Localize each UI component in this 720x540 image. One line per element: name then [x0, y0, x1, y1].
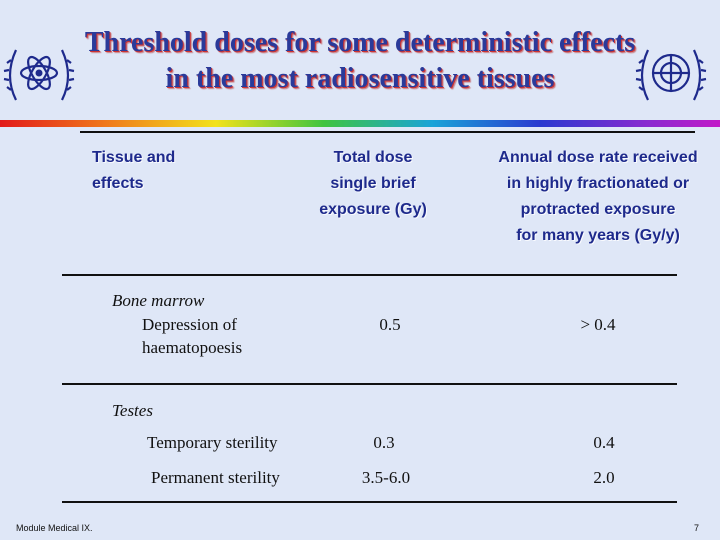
table-top-rule — [80, 131, 695, 133]
un-logo-icon — [635, 49, 707, 101]
group-divider-rule — [62, 383, 677, 385]
iaea-logo-icon — [3, 49, 75, 101]
total-dose-bone-marrow: 0.5 — [379, 315, 401, 334]
annual-rate-permanent-sterility: 2.0 — [593, 468, 615, 487]
footer-page-number: 7 — [694, 523, 700, 533]
header-annual-rate: Annual dose rate received in highly frac… — [498, 149, 698, 244]
annual-rate-temporary-sterility: 0.4 — [593, 433, 615, 452]
rainbow-divider — [0, 120, 720, 127]
page-title-line1: Threshold doses for some deterministic e… — [84, 27, 636, 58]
total-dose-temporary-sterility: 0.3 — [373, 433, 395, 452]
effect-temporary-sterility: Temporary sterility — [147, 433, 278, 452]
annual-rate-bone-marrow: > 0.4 — [580, 315, 616, 334]
group-name-bone-marrow: Bone marrow — [112, 291, 205, 310]
total-dose-permanent-sterility: 3.5-6.0 — [361, 468, 411, 487]
header-total-dose: Total dose single brief exposure (Gy) — [319, 149, 427, 218]
header-tissue: Tissue and effects — [92, 149, 176, 192]
table-bottom-rule — [62, 501, 677, 503]
effect-depression-line2: haematopoesis — [142, 338, 243, 357]
header-bottom-rule — [62, 274, 677, 276]
effect-permanent-sterility: Permanent sterility — [151, 468, 280, 487]
footer-module-label: Module Medical IX. — [16, 523, 93, 533]
page-title-line2: in the most radiosensitive tissues — [165, 63, 555, 94]
effect-depression-line1: Depression of — [142, 315, 237, 334]
group-name-testes: Testes — [112, 401, 153, 420]
